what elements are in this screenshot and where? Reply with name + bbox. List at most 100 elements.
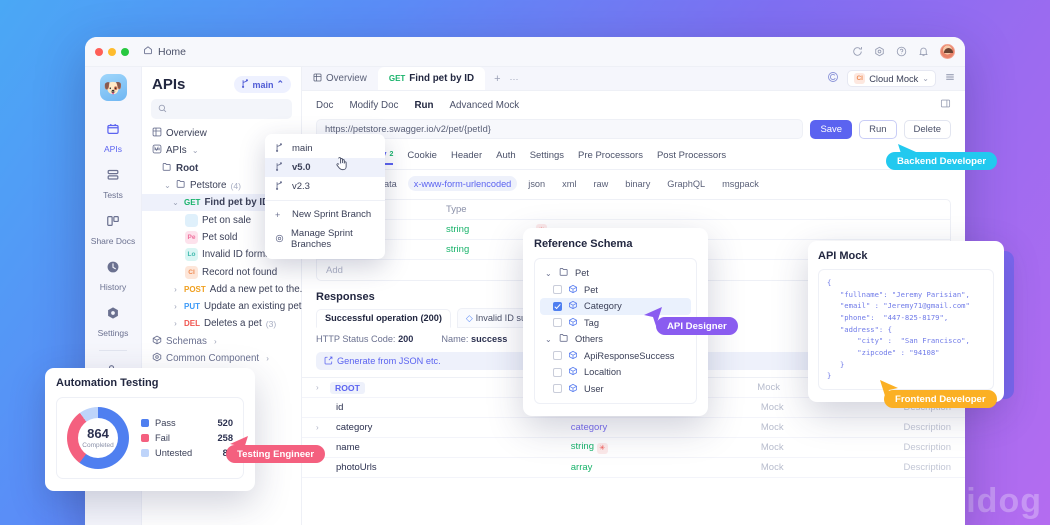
tree-item-add-a-new-pet[interactable]: › POST Add a new pet to the... (5) <box>142 281 322 298</box>
chevron-down-icon[interactable]: ⌄ <box>164 181 171 191</box>
more-tabs-button[interactable]: ··· <box>509 73 519 84</box>
layout-toggle-icon[interactable] <box>940 98 951 112</box>
field-mock[interactable]: Mock <box>760 462 784 473</box>
response-tab-success[interactable]: Successful operation (200) <box>316 308 451 328</box>
maximize-icon[interactable] <box>121 47 129 56</box>
chevron-down-icon[interactable]: ⌄ <box>545 334 552 344</box>
ctype-x-www-form-urlencoded[interactable]: x-www-form-urlencoded <box>407 176 518 191</box>
tree-item-overview[interactable]: Overview <box>142 125 301 142</box>
table-row[interactable]: photoUrls array Mock Description <box>302 458 965 478</box>
bell-icon[interactable] <box>918 46 929 57</box>
chevron-down-icon[interactable]: ⌄ <box>545 268 552 278</box>
tree-item-update-existing-pet[interactable]: › PUT Update an existing pet (9) <box>142 298 316 315</box>
checkbox[interactable] <box>553 285 562 295</box>
chevron-right-icon[interactable]: › <box>316 383 319 392</box>
tree-item-invalid-id-format[interactable]: Lo Invalid ID format <box>142 246 301 263</box>
table-add-row[interactable]: Add <box>317 260 950 280</box>
branch-dropdown-menu[interactable]: main v5.0 v2.3 + New Sprint Branch Manag… <box>265 134 385 259</box>
tree-item-deletes-a-pet[interactable]: › DEL Deletes a pet (3) <box>142 315 301 332</box>
branch-option-v50[interactable]: v5.0 <box>265 157 385 177</box>
branch-selector[interactable]: main ⌃ <box>234 76 291 93</box>
field-mock[interactable]: Mock <box>760 422 784 433</box>
table-row[interactable]: name string ✳ Mock Description <box>302 438 965 458</box>
tab-settings[interactable]: Settings <box>529 150 565 161</box>
tree-item-pet-sold[interactable]: Pe Pet sold <box>142 229 301 246</box>
url-input[interactable]: https://petstore.swagger.io/v2/pet/{petI… <box>316 119 804 139</box>
tab-header[interactable]: Header <box>450 150 483 161</box>
chevron-right-icon[interactable]: › <box>266 354 269 363</box>
refresh-icon[interactable] <box>852 46 863 57</box>
branch-option-main[interactable]: main <box>265 139 385 158</box>
tab-cookie[interactable]: Cookie <box>407 150 437 161</box>
ctype-xml[interactable]: xml <box>562 178 577 189</box>
field-description[interactable]: Description <box>903 442 952 453</box>
schema-item-pet[interactable]: Pet <box>540 282 691 299</box>
add-tab-button[interactable]: + <box>494 72 501 85</box>
schema-item-user[interactable]: User <box>540 381 691 398</box>
delete-button[interactable]: Delete <box>903 119 951 139</box>
chevron-right-icon[interactable]: › <box>316 423 319 432</box>
schema-item-tag[interactable]: Tag <box>540 315 691 332</box>
schema-group-others[interactable]: ⌄ Others <box>540 331 691 348</box>
subtab-run[interactable]: Run <box>414 99 434 111</box>
run-button[interactable]: Run <box>859 119 897 139</box>
search-box[interactable] <box>151 99 292 119</box>
subtab-advanced-mock[interactable]: Advanced Mock <box>449 99 520 111</box>
ctype-msgpack[interactable]: msgpack <box>722 178 759 189</box>
menu-icon[interactable] <box>944 70 956 88</box>
field-mock[interactable]: Mock <box>760 442 784 453</box>
tree-item-record-not-found[interactable]: CI Record not found <box>142 263 301 280</box>
tree-item-petstore[interactable]: ⌄ Petstore (4) <box>142 177 301 194</box>
new-sprint-branch-button[interactable]: + New Sprint Branch <box>265 205 385 224</box>
chevron-right-icon[interactable]: › <box>174 319 177 329</box>
save-button[interactable]: Save <box>810 119 853 139</box>
checkbox[interactable] <box>553 384 562 394</box>
avatar[interactable] <box>940 44 955 59</box>
checkbox[interactable] <box>553 318 562 328</box>
checkbox[interactable] <box>553 351 562 361</box>
tab-auth[interactable]: Auth <box>496 150 516 161</box>
manage-sprint-branches-button[interactable]: Manage Sprint Branches <box>265 224 385 254</box>
rail-item-settings[interactable]: Settings <box>85 299 141 345</box>
schema-item-localtion[interactable]: Localtion <box>540 364 691 381</box>
schema-item-apiresponsesuccess[interactable]: ApiResponseSuccess <box>540 348 691 365</box>
tree-item-common-component[interactable]: Common Component › <box>142 350 301 367</box>
tab-post-processors[interactable]: Post Processors <box>656 150 727 161</box>
field-mock[interactable]: Mock <box>760 402 784 413</box>
cloud-mock-selector[interactable]: CI Cloud Mock ⌄ <box>847 70 936 87</box>
tree-item-root[interactable]: Root <box>142 160 301 177</box>
environment-refresh-icon[interactable] <box>827 70 839 88</box>
ctype-raw[interactable]: raw <box>593 178 609 189</box>
branch-option-v23[interactable]: v2.3 <box>265 177 385 196</box>
chevron-right-icon[interactable]: › <box>174 302 177 312</box>
chevron-down-icon[interactable]: ⌄ <box>191 146 199 156</box>
checkbox[interactable] <box>553 301 562 311</box>
ctype-binary[interactable]: binary <box>625 178 651 189</box>
search-input[interactable] <box>172 103 285 115</box>
breadcrumb[interactable]: Home <box>143 45 186 58</box>
chevron-down-icon[interactable]: ⌄ <box>172 198 179 208</box>
subtab-doc[interactable]: Doc <box>316 99 334 111</box>
tab-find-pet-by-id[interactable]: GET Find pet by ID <box>377 67 486 90</box>
rail-item-share-docs[interactable]: Share Docs <box>85 207 141 253</box>
tree-item-schemas[interactable]: Schemas › <box>142 333 301 350</box>
minimize-icon[interactable] <box>108 47 116 56</box>
tree-item-apis[interactable]: APIs ⌄ <box>142 142 301 159</box>
tree-item-pet-on-sale[interactable]: Pet on sale <box>142 211 301 228</box>
schema-item-category[interactable]: Category <box>540 298 691 315</box>
ctype-json[interactable]: json <box>528 178 546 189</box>
puzzle-icon[interactable] <box>874 46 885 57</box>
table-row[interactable]: › category category Mock Description <box>302 418 965 438</box>
rail-item-apis[interactable]: APIs <box>85 115 141 161</box>
checkbox[interactable] <box>553 367 562 377</box>
rail-item-history[interactable]: History <box>85 253 141 299</box>
chevron-right-icon[interactable]: › <box>214 336 217 346</box>
help-icon[interactable] <box>896 46 907 57</box>
schema-group-pet[interactable]: ⌄ Pet <box>540 265 691 282</box>
field-description[interactable]: Description <box>903 422 952 433</box>
chevron-right-icon[interactable]: › <box>174 284 177 294</box>
rail-item-tests[interactable]: Tests <box>85 161 141 207</box>
tab-overview[interactable]: Overview <box>302 67 378 90</box>
field-description[interactable]: Description <box>903 462 952 473</box>
tab-pre-processors[interactable]: Pre Processors <box>578 150 643 161</box>
